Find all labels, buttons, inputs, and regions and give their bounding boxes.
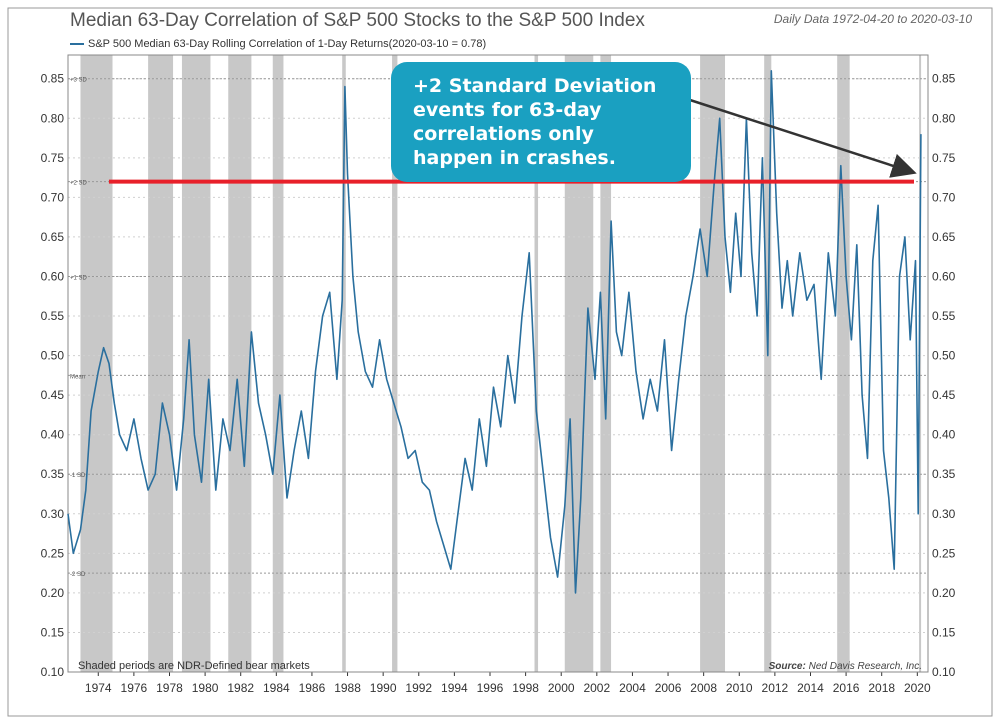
x-tick-label: 1990: [370, 681, 397, 695]
x-tick-label: 2012: [762, 681, 789, 695]
y-tick-label-left: 0.65: [41, 230, 65, 244]
y-tick-label-right: 0.15: [932, 625, 956, 639]
reference-line-label: +3 SD: [70, 78, 88, 84]
x-tick-label: 1980: [192, 681, 219, 695]
x-tick-label: 2016: [833, 681, 860, 695]
outer-frame: [7, 7, 993, 717]
bear-market-shade: [919, 55, 922, 672]
bear-market-shade: [272, 55, 284, 672]
plot-frame: [67, 54, 929, 673]
y-tick-label-left: 0.70: [41, 190, 65, 204]
bear-market-shade: [837, 55, 850, 672]
date-range-label: Daily Data 1972-04-20 to 2020-03-10: [773, 12, 972, 26]
x-tick-label: 2002: [583, 681, 610, 695]
y-tick-label-right: 0.65: [932, 230, 956, 244]
x-tick-label: 1984: [263, 681, 290, 695]
x-tick-label: 1982: [227, 681, 254, 695]
y-tick-label-right: 0.25: [932, 546, 956, 560]
x-tick-label: 2008: [690, 681, 717, 695]
y-tick-label-right: 0.45: [932, 388, 956, 402]
bear-market-shade: [600, 55, 612, 672]
x-tick-label: 2010: [726, 681, 753, 695]
bear-market-shade: [228, 55, 252, 672]
x-tick-label: 1992: [405, 681, 432, 695]
legend: S&P 500 Median 63-Day Rolling Correlatio…: [70, 38, 486, 50]
y-tick-label-left: 0.20: [41, 586, 65, 600]
x-tick-label: 1994: [441, 681, 468, 695]
y-tick-label-left: 0.25: [41, 546, 65, 560]
reference-line-label: +1 SD: [70, 275, 88, 281]
x-tick-label: 1974: [85, 681, 112, 695]
y-tick-label-right: 0.60: [932, 269, 956, 283]
x-tick-label: 2006: [655, 681, 682, 695]
source-credit: Source: Ned Davis Research, Inc.: [769, 661, 922, 672]
bear-market-shade: [534, 55, 539, 672]
x-tick-label: 1978: [156, 681, 183, 695]
x-tick-label: 1986: [299, 681, 326, 695]
y-tick-label-right: 0.75: [932, 151, 956, 165]
bear-market-note: Shaded periods are NDR-Defined bear mark…: [78, 660, 310, 672]
bear-market-shade: [764, 55, 772, 672]
x-tick-label: 2000: [548, 681, 575, 695]
y-tick-label-right: 0.10: [932, 665, 956, 679]
x-tick-label: 1996: [477, 681, 504, 695]
x-tick-label: 2018: [868, 681, 895, 695]
bear-market-shade: [80, 55, 113, 672]
x-tick-label: 1998: [512, 681, 539, 695]
source-name: Ned Davis Research, Inc.: [808, 661, 922, 672]
y-tick-label-right: 0.85: [932, 72, 956, 86]
annotation-callout: +2 Standard Deviation events for 63-day …: [391, 62, 691, 182]
y-tick-label-right: 0.30: [932, 507, 956, 521]
y-tick-label-right: 0.50: [932, 349, 956, 363]
y-tick-label-left: 0.60: [41, 269, 65, 283]
y-tick-label-left: 0.35: [41, 467, 65, 481]
y-tick-label-right: 0.80: [932, 111, 956, 125]
x-tick-label: 2020: [904, 681, 931, 695]
x-tick-label: 2004: [619, 681, 646, 695]
x-tick-label: 1988: [334, 681, 361, 695]
bear-market-shade: [148, 55, 174, 672]
x-tick-label: 1976: [121, 681, 148, 695]
y-tick-label-left: 0.30: [41, 507, 65, 521]
reference-line-label: -2 SD: [70, 572, 86, 578]
y-tick-label-left: 0.55: [41, 309, 65, 323]
source-label: Source:: [768, 661, 806, 672]
reference-line-label: -1 SD: [70, 473, 86, 479]
y-tick-label-right: 0.55: [932, 309, 956, 323]
callout-arrow: [689, 98, 917, 178]
y-tick-label-left: 0.10: [41, 665, 65, 679]
series-line: [67, 70, 922, 594]
bear-market-shade: [342, 55, 346, 672]
y-tick-label-left: 0.80: [41, 111, 65, 125]
y-tick-label-left: 0.75: [41, 151, 65, 165]
chart-title: Median 63-Day Correlation of S&P 500 Sto…: [70, 10, 645, 31]
y-tick-label-right: 0.35: [932, 467, 956, 481]
legend-swatch: [70, 43, 84, 45]
y-tick-label-left: 0.40: [41, 428, 65, 442]
bear-market-shade: [181, 55, 211, 672]
x-tick-label: 2014: [797, 681, 824, 695]
y-tick-label-right: 0.20: [932, 586, 956, 600]
y-tick-label-left: 0.50: [41, 349, 65, 363]
y-tick-label-right: 0.70: [932, 190, 956, 204]
reference-line-label: +2 SD: [70, 181, 88, 187]
y-tick-label-left: 0.15: [41, 625, 65, 639]
legend-series-label: S&P 500 Median 63-Day Rolling Correlatio…: [88, 38, 487, 50]
y-tick-label-left: 0.85: [41, 72, 65, 86]
y-tick-label-left: 0.45: [41, 388, 65, 402]
reference-line-label: Mean: [70, 374, 85, 380]
bear-market-shade: [392, 55, 398, 672]
y-tick-label-right: 0.40: [932, 428, 956, 442]
